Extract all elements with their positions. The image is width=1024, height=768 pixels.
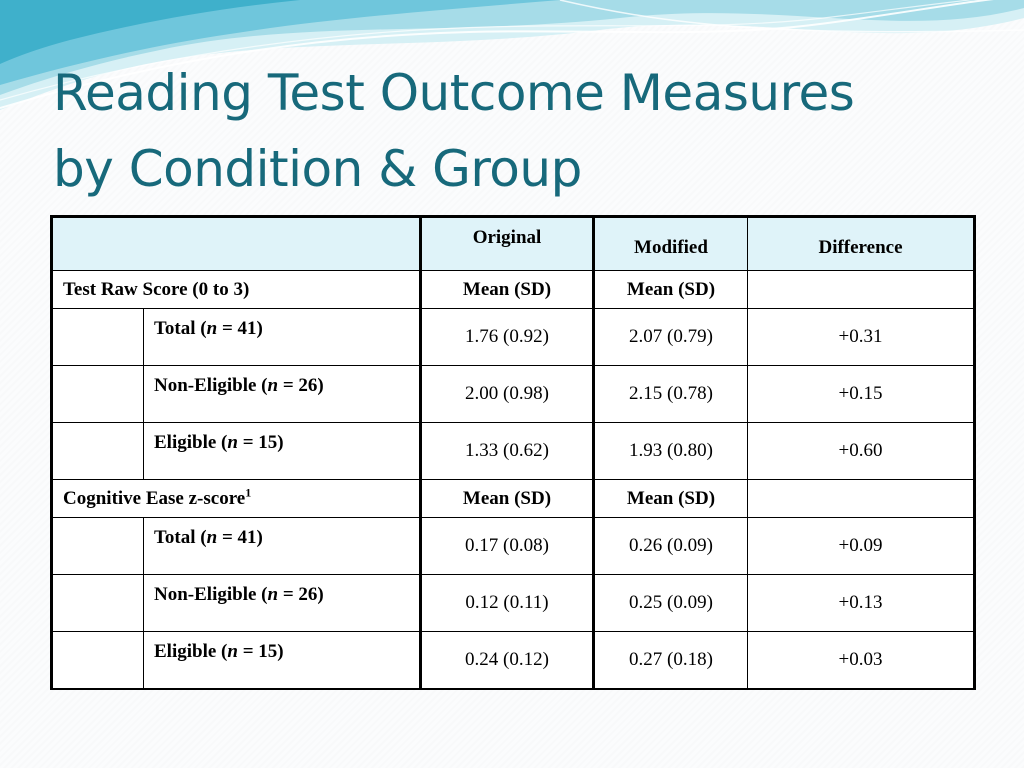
difference-value: +0.15 [747, 365, 976, 423]
original-value: 0.17 (0.08) [419, 517, 594, 575]
group-label: Total (n = 41) [143, 517, 421, 575]
original-value: 2.00 (0.98) [419, 365, 594, 423]
table-row: Eligible (n = 15) 0.24 (0.12) 0.27 (0.18… [50, 631, 976, 690]
modified-value: 2.15 (0.78) [592, 365, 748, 423]
outcome-measures-table: Original Modified Difference Test Raw Sc… [50, 215, 976, 690]
section-row-cognitive-ease: Cognitive Ease z-score1 Mean (SD) Mean (… [50, 479, 976, 518]
slide-title-line-1: Reading Test Outcome Measures [53, 64, 855, 122]
header-modified: Modified [592, 215, 748, 271]
decorative-wave-banner [0, 0, 1024, 110]
header-empty-cell [50, 215, 421, 271]
difference-value: +0.09 [747, 517, 976, 575]
section-difference-empty [747, 270, 976, 309]
original-value: 0.12 (0.11) [419, 574, 594, 632]
modified-value: 1.93 (0.80) [592, 422, 748, 480]
footnote-marker: 1 [245, 485, 252, 500]
section-difference-empty [747, 479, 976, 518]
slide-title-line-2: by Condition & Group [53, 140, 582, 198]
indent-cell [50, 574, 144, 632]
table-header-row: Original Modified Difference [50, 215, 976, 271]
section-row-raw-score: Test Raw Score (0 to 3) Mean (SD) Mean (… [50, 270, 976, 309]
group-label: Non-Eligible (n = 26) [143, 365, 421, 423]
section-modified-stat: Mean (SD) [592, 479, 748, 518]
difference-value: +0.60 [747, 422, 976, 480]
group-label: Eligible (n = 15) [143, 422, 421, 480]
modified-value: 0.26 (0.09) [592, 517, 748, 575]
section-label: Cognitive Ease z-score1 [50, 479, 421, 518]
section-original-stat: Mean (SD) [419, 270, 594, 309]
difference-value: +0.31 [747, 308, 976, 366]
table-row: Non-Eligible (n = 26) 0.12 (0.11) 0.25 (… [50, 574, 976, 632]
table-row: Non-Eligible (n = 26) 2.00 (0.98) 2.15 (… [50, 365, 976, 423]
difference-value: +0.03 [747, 631, 976, 690]
section-original-stat: Mean (SD) [419, 479, 594, 518]
indent-cell [50, 308, 144, 366]
difference-value: +0.13 [747, 574, 976, 632]
header-original: Original [419, 215, 594, 271]
table-row: Total (n = 41) 1.76 (0.92) 2.07 (0.79) +… [50, 308, 976, 366]
table-row: Eligible (n = 15) 1.33 (0.62) 1.93 (0.80… [50, 422, 976, 480]
modified-value: 2.07 (0.79) [592, 308, 748, 366]
indent-cell [50, 631, 144, 690]
header-difference: Difference [747, 215, 976, 271]
section-modified-stat: Mean (SD) [592, 270, 748, 309]
group-label: Non-Eligible (n = 26) [143, 574, 421, 632]
group-label: Total (n = 41) [143, 308, 421, 366]
group-label: Eligible (n = 15) [143, 631, 421, 690]
section-label: Test Raw Score (0 to 3) [50, 270, 421, 309]
table-row: Total (n = 41) 0.17 (0.08) 0.26 (0.09) +… [50, 517, 976, 575]
modified-value: 0.27 (0.18) [592, 631, 748, 690]
original-value: 1.33 (0.62) [419, 422, 594, 480]
slide-title: Reading Test Outcome Measures by Conditi… [53, 55, 993, 207]
indent-cell [50, 517, 144, 575]
indent-cell [50, 365, 144, 423]
indent-cell [50, 422, 144, 480]
original-value: 1.76 (0.92) [419, 308, 594, 366]
modified-value: 0.25 (0.09) [592, 574, 748, 632]
original-value: 0.24 (0.12) [419, 631, 594, 690]
